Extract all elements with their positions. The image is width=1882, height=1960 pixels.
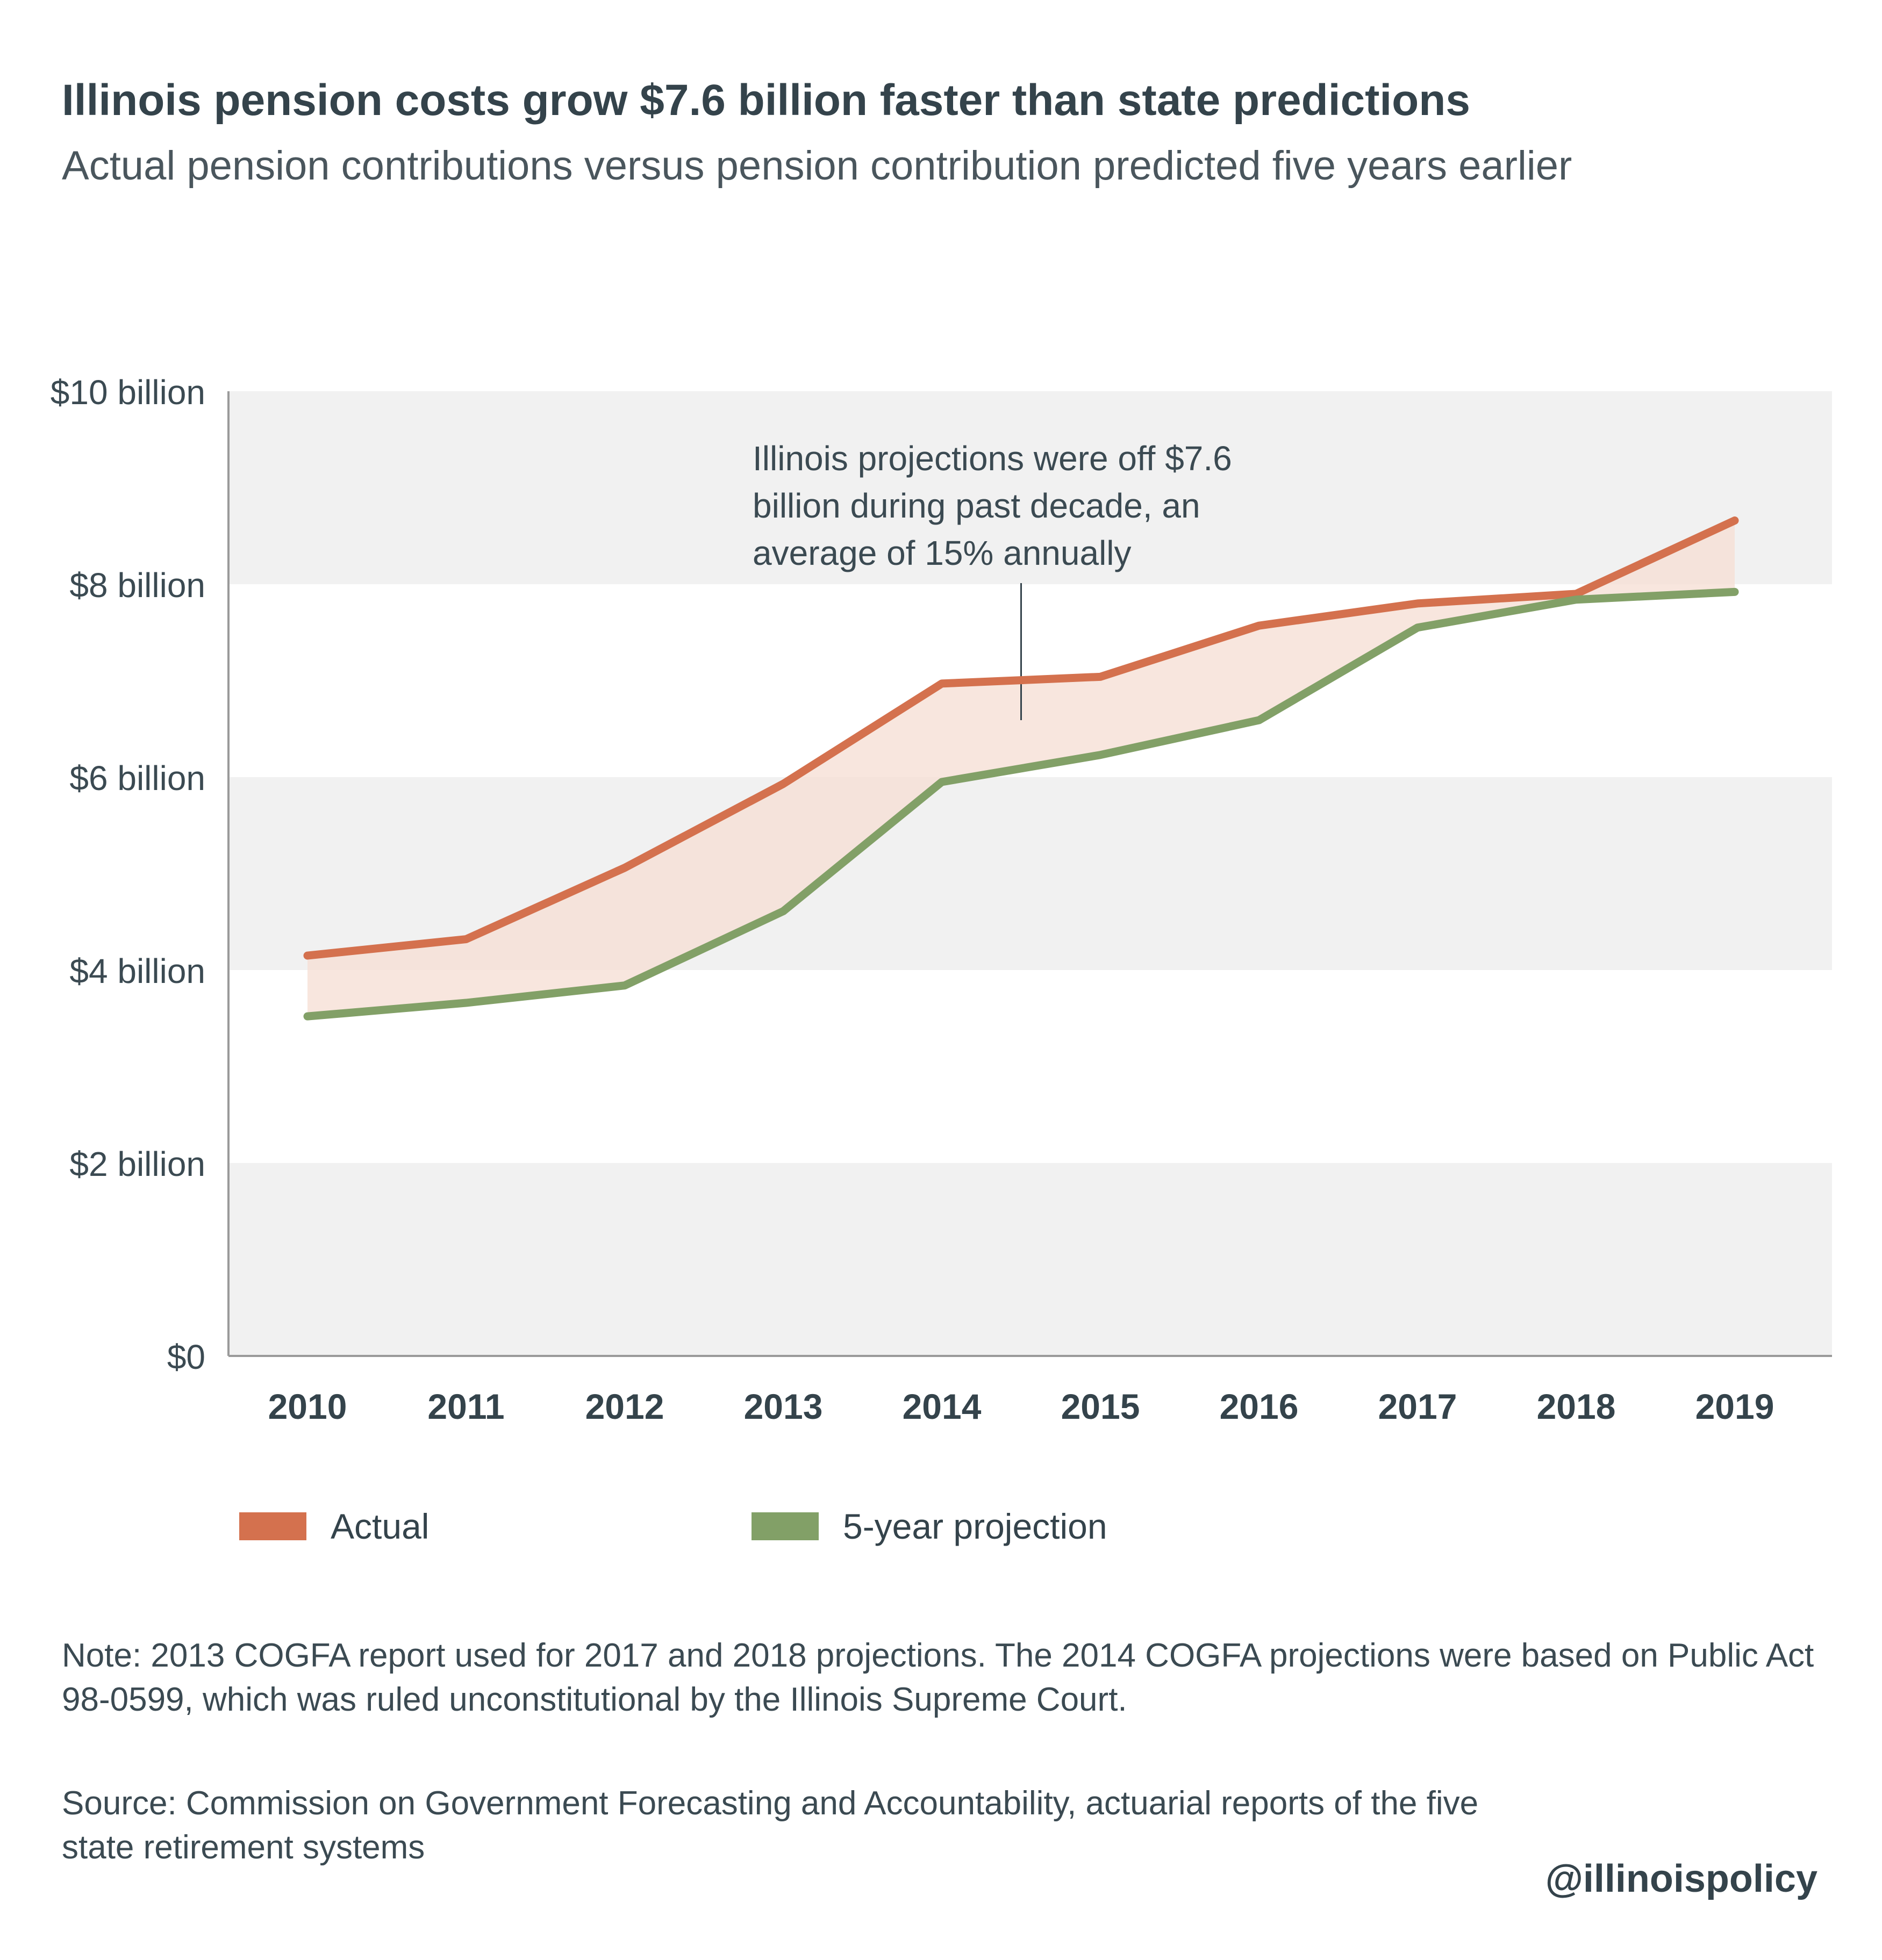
series-line-projection-point	[462, 999, 470, 1007]
series-line-projection-point	[304, 1013, 311, 1021]
x-tick-label: 2012	[585, 1387, 664, 1426]
line-chart: $0 $2 billion $4 billion $6 billion $8 billi…	[51, 373, 1832, 1426]
legend-swatch-actual	[239, 1512, 306, 1540]
series-line-projection-point	[779, 907, 787, 915]
x-tick-label: 2011	[427, 1387, 504, 1426]
annotation-text-line: billion during past decade, an	[753, 486, 1200, 525]
series-line-actual-point	[462, 935, 470, 943]
series-line-actual-point	[1414, 599, 1421, 607]
series-line-actual-point	[304, 952, 311, 960]
legend-swatch-projection	[752, 1512, 819, 1540]
legend-label-actual: Actual	[331, 1506, 430, 1546]
series-line-projection-point	[1255, 716, 1263, 724]
y-tick-label: $6 billion	[69, 759, 205, 798]
x-tick-label: 2015	[1061, 1387, 1140, 1426]
series-line-projection-point	[621, 981, 628, 989]
series-line-projection-point	[1572, 595, 1580, 604]
brand-handle: @illinoispolicy	[1545, 1857, 1817, 1900]
source-note: Source: Commission on Government Forecas…	[62, 1785, 1479, 1866]
series-line-projection-point	[1097, 751, 1104, 759]
series-line-projection	[303, 587, 1739, 1021]
x-tick-label: 2010	[268, 1387, 347, 1426]
x-tick-label: 2016	[1220, 1387, 1299, 1426]
series-line-actual-point	[938, 679, 946, 687]
y-tick-label: $2 billion	[69, 1145, 205, 1183]
series-line-projection-point	[938, 778, 946, 786]
chart-subtitle: Actual pension contributions versus pens…	[62, 143, 1572, 189]
y-tick-label: $10 billion	[51, 373, 205, 412]
series-line-actual-point	[779, 780, 787, 788]
plot-band-0	[228, 1163, 1832, 1356]
footnote: Note: 2013 COGFA report used for 2017 an…	[62, 1637, 1814, 1718]
legend-item-projection: 5-year projection	[752, 1506, 1107, 1546]
y-tick-label: $0	[167, 1338, 205, 1376]
x-tick-label: 2018	[1537, 1387, 1616, 1426]
annotation-text-line: average of 15% annually	[753, 534, 1132, 572]
x-tick-label: 2019	[1695, 1387, 1774, 1426]
series-line-actual-point	[1731, 516, 1738, 525]
legend-label-projection: 5-year projection	[843, 1506, 1107, 1546]
legend-item-actual: Actual	[239, 1506, 430, 1546]
series-line-projection-point	[1414, 623, 1421, 631]
x-tick-label: 2013	[744, 1387, 823, 1426]
series-line-actual-point	[1097, 673, 1104, 681]
y-tick-label: $8 billion	[69, 566, 205, 605]
annotation-text-line: Illinois projections were off $7.6	[753, 439, 1232, 478]
chart-title: Illinois pension costs grow $7.6 billion…	[62, 76, 1470, 125]
x-tick-label: 2014	[903, 1387, 982, 1426]
series-line-actual-point	[1255, 622, 1263, 630]
x-tick-label: 2017	[1378, 1387, 1457, 1426]
series-line-projection-point	[1731, 588, 1738, 596]
series-line-actual-point	[621, 864, 628, 872]
plot-band-2	[228, 391, 1832, 584]
series-line-actual	[303, 516, 1739, 960]
y-tick-label: $4 billion	[69, 952, 205, 990]
